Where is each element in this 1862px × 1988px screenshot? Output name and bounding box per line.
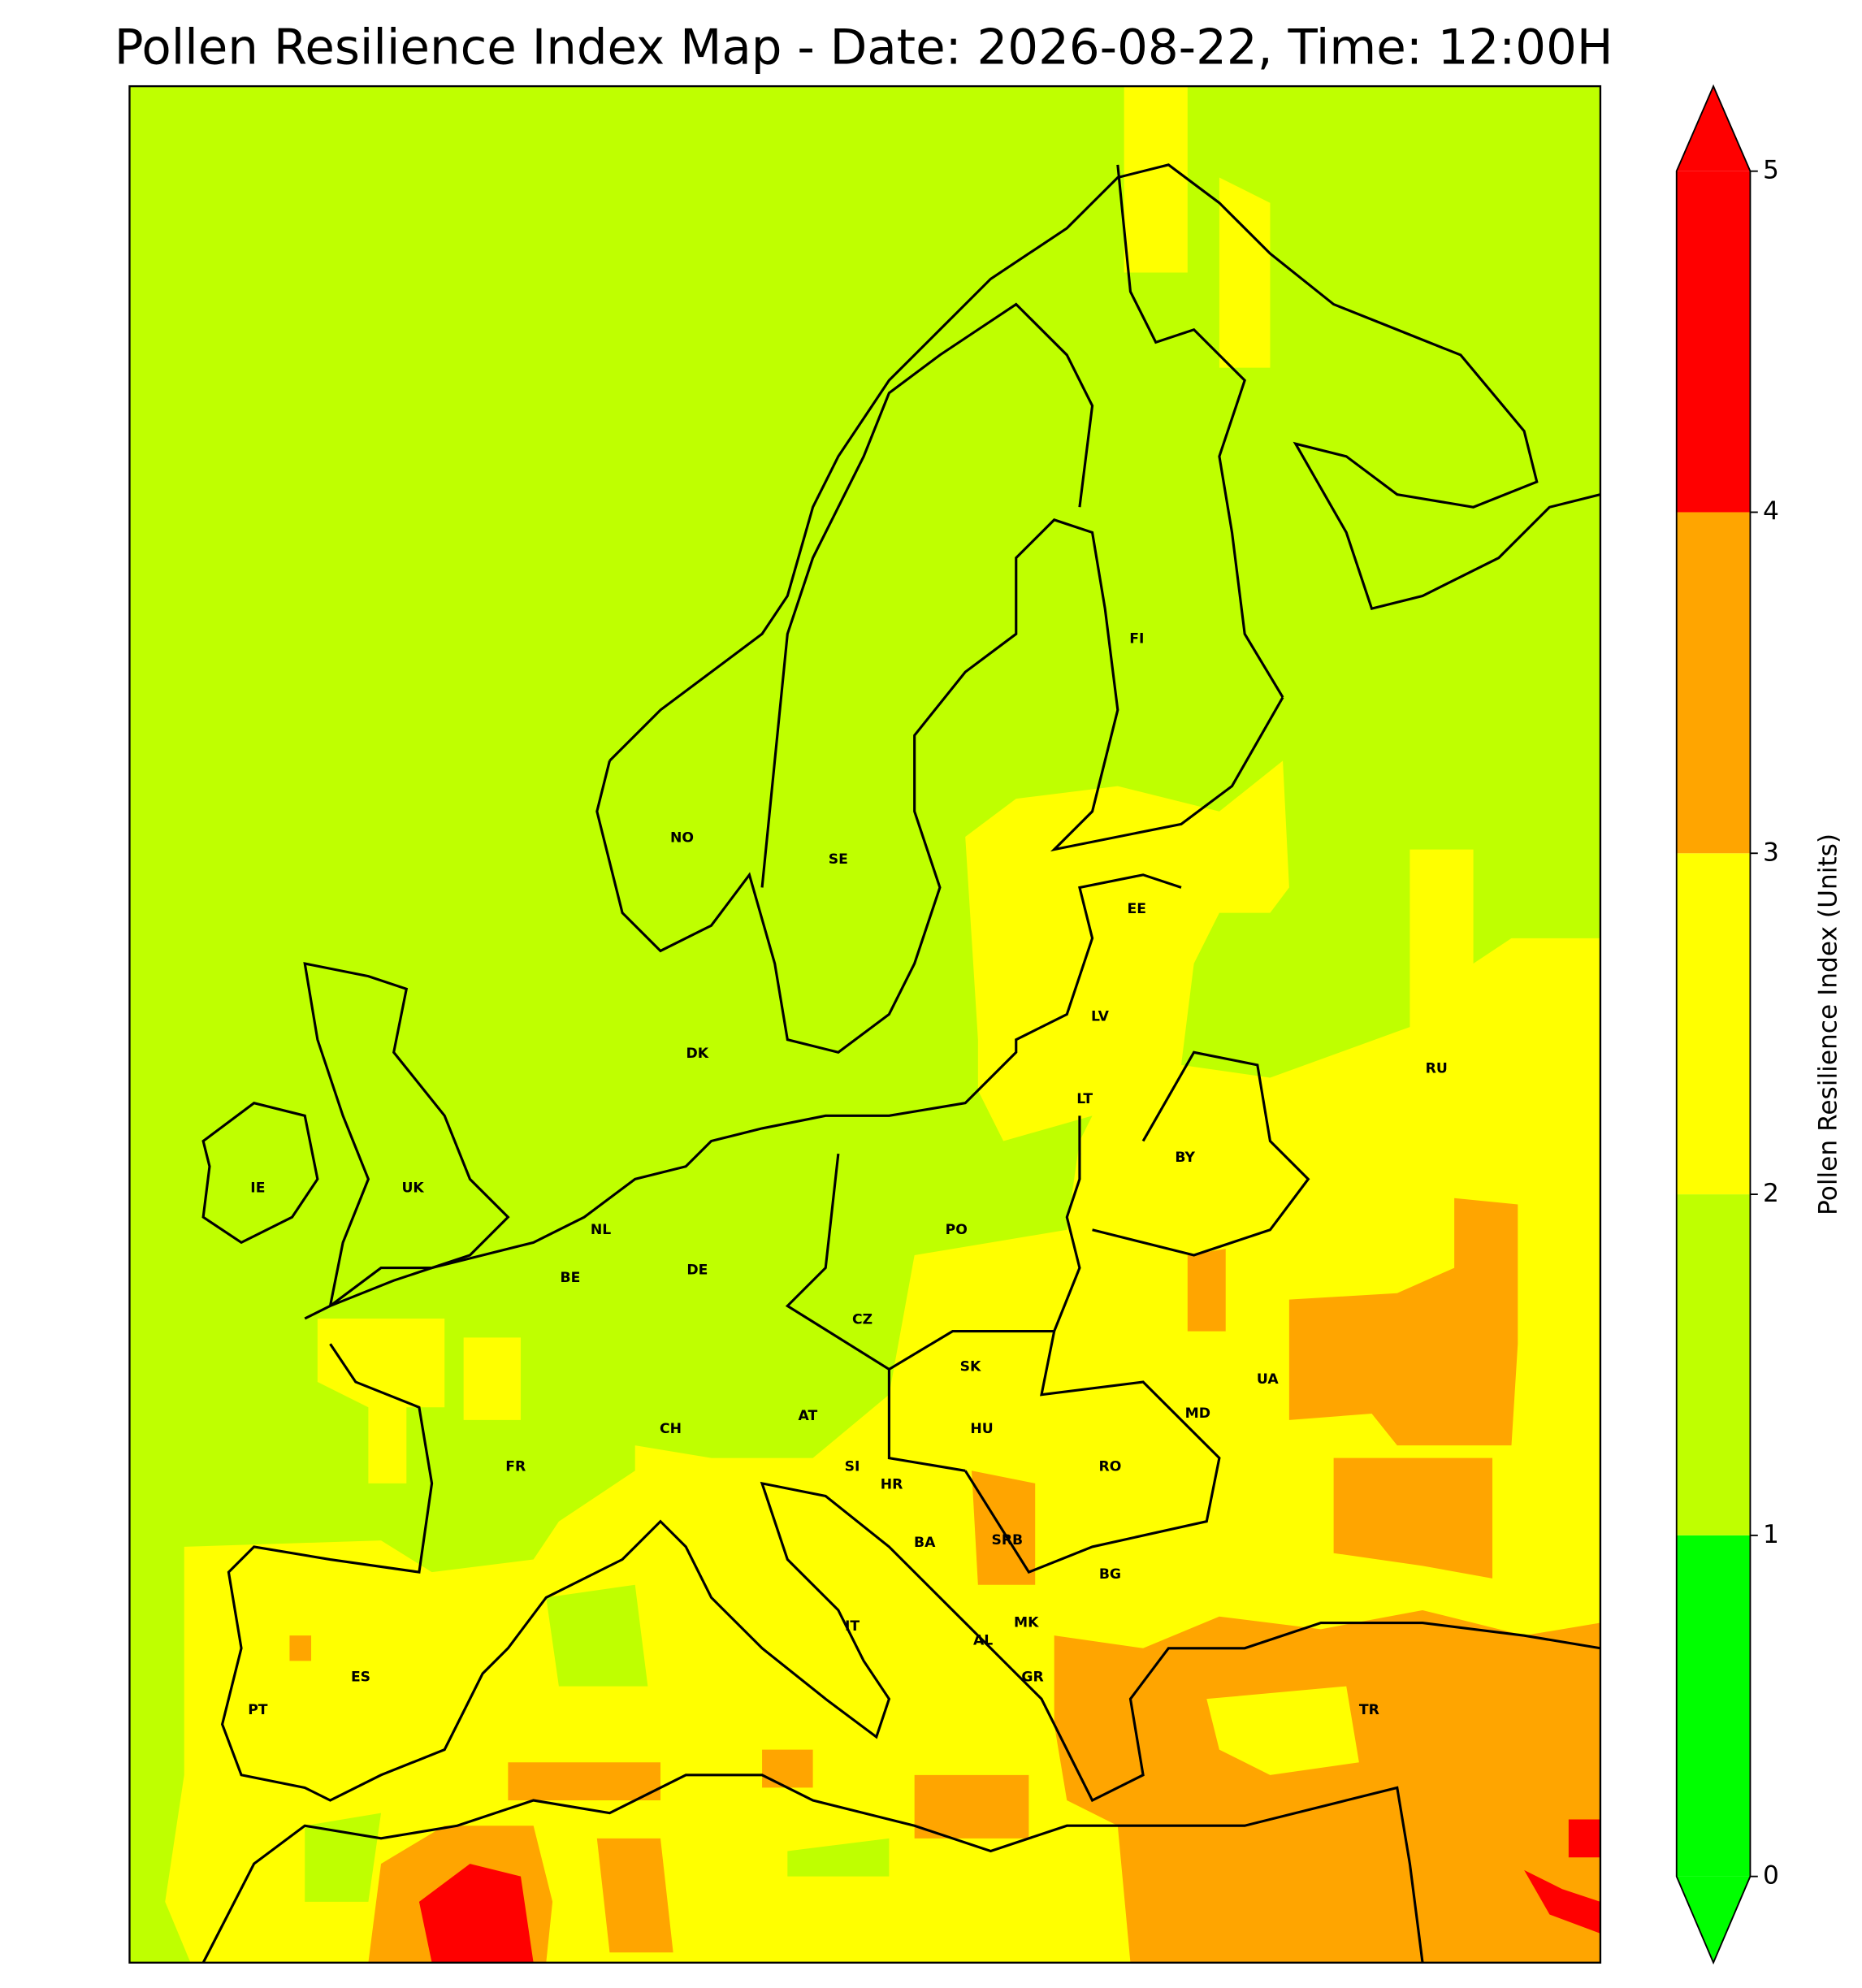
- colorbar-tick-label: 2: [1763, 1179, 1779, 1208]
- border: [1116, 164, 1284, 699]
- colorbar-bin: [1676, 512, 1751, 854]
- country-label: LV: [1091, 1009, 1110, 1025]
- contour-region: [1333, 1457, 1493, 1579]
- contour-region: [463, 1337, 522, 1420]
- contour-region: [1288, 1198, 1518, 1446]
- country-label: SK: [960, 1358, 981, 1375]
- colorbar-tick-label: 1: [1763, 1520, 1779, 1549]
- country-label: BA: [914, 1535, 936, 1551]
- country-label: LT: [1076, 1091, 1093, 1107]
- country-label: UA: [1257, 1371, 1279, 1388]
- contour-region: [1524, 1869, 1600, 1934]
- colorbar-tick-label: 3: [1763, 838, 1779, 867]
- contour-region: [418, 1864, 534, 1963]
- country-label: TR: [1359, 1702, 1379, 1718]
- chart-title: Pollen Resilience Index Map - Date: 2026…: [115, 19, 1613, 76]
- coastlines: [201, 163, 1600, 1963]
- country-label: AL: [973, 1632, 993, 1648]
- country-label: AT: [798, 1408, 817, 1424]
- colorbar-tick-label: 0: [1763, 1861, 1779, 1891]
- colorbar: 0 1 2 3 4 5: [1675, 84, 1779, 1965]
- country-label: DK: [686, 1046, 709, 1062]
- country-label: IT: [845, 1618, 860, 1635]
- coastline: [220, 1343, 1600, 1803]
- contour-region: [1054, 1609, 1600, 1963]
- country-label: NL: [591, 1222, 611, 1238]
- country-label: HR: [881, 1476, 903, 1492]
- colorbar-bin: [1676, 1535, 1751, 1877]
- coastline: [201, 1774, 1424, 1963]
- country-label: NO: [670, 830, 694, 847]
- country-label: BY: [1175, 1150, 1195, 1166]
- contour-region: [546, 1584, 648, 1687]
- country-label: FI: [1129, 631, 1144, 648]
- coastline: [201, 1102, 319, 1245]
- country-label: ES: [351, 1670, 370, 1686]
- coastline: [304, 873, 1182, 1320]
- country-label: UK: [401, 1180, 424, 1196]
- country-label: CZ: [852, 1312, 873, 1328]
- colorbar-extend-over: [1676, 86, 1751, 171]
- country-label: MD: [1185, 1405, 1210, 1422]
- country-label: DE: [686, 1263, 708, 1279]
- country-label: SRB: [991, 1532, 1023, 1548]
- country-label: HU: [970, 1421, 993, 1437]
- country-label: FR: [505, 1459, 526, 1475]
- country-label: CH: [660, 1421, 682, 1437]
- contour-region: [317, 1319, 445, 1483]
- border: [785, 1050, 1310, 1574]
- border: [760, 302, 1094, 888]
- country-label: PT: [248, 1702, 268, 1718]
- colorbar-label: Pollen Resilience Index (Units): [1813, 834, 1843, 1215]
- colorbar-bin: [1676, 171, 1751, 513]
- colorbar-bin: [1676, 853, 1751, 1195]
- country-label: PO: [946, 1222, 968, 1238]
- contour-region: [787, 1838, 890, 1877]
- map-frame: [128, 84, 1602, 1964]
- contour-region: [1187, 1249, 1226, 1332]
- country-label: MK: [1014, 1615, 1039, 1631]
- contour-region: [289, 1635, 312, 1661]
- contour-region: [1206, 1686, 1359, 1775]
- country-label: BG: [1099, 1566, 1121, 1583]
- country-label: EE: [1128, 901, 1146, 917]
- country-label: RO: [1099, 1459, 1122, 1475]
- country-label: RU: [1426, 1061, 1448, 1077]
- map: [129, 86, 1600, 1963]
- colorbar-tick-label: 4: [1763, 496, 1779, 526]
- coastline: [595, 518, 1284, 1054]
- colorbar-bin: [1676, 1194, 1751, 1535]
- country-label: SE: [829, 851, 848, 868]
- country-label: BE: [561, 1270, 581, 1286]
- contour-region: [914, 1774, 1029, 1839]
- coastline: [608, 163, 1600, 762]
- country-label: GR: [1021, 1670, 1043, 1686]
- colorbar-extend-under: [1676, 1876, 1751, 1963]
- country-label: IE: [250, 1180, 265, 1196]
- contour-region: [596, 1838, 673, 1953]
- contour-region: [508, 1762, 660, 1801]
- country-labels: NO SE FI EE LV LT RU BY DK IE UK NL BE DE PO CZ SK UA AT HU…: [248, 631, 1448, 1719]
- contour-region: [1568, 1819, 1600, 1858]
- coastline: [303, 962, 510, 1308]
- contour-region: [762, 1749, 813, 1788]
- country-label: SI: [845, 1459, 860, 1475]
- contour-region: [1219, 177, 1271, 368]
- colorbar-tick-label: 5: [1763, 156, 1779, 185]
- contour-region: [1124, 86, 1188, 273]
